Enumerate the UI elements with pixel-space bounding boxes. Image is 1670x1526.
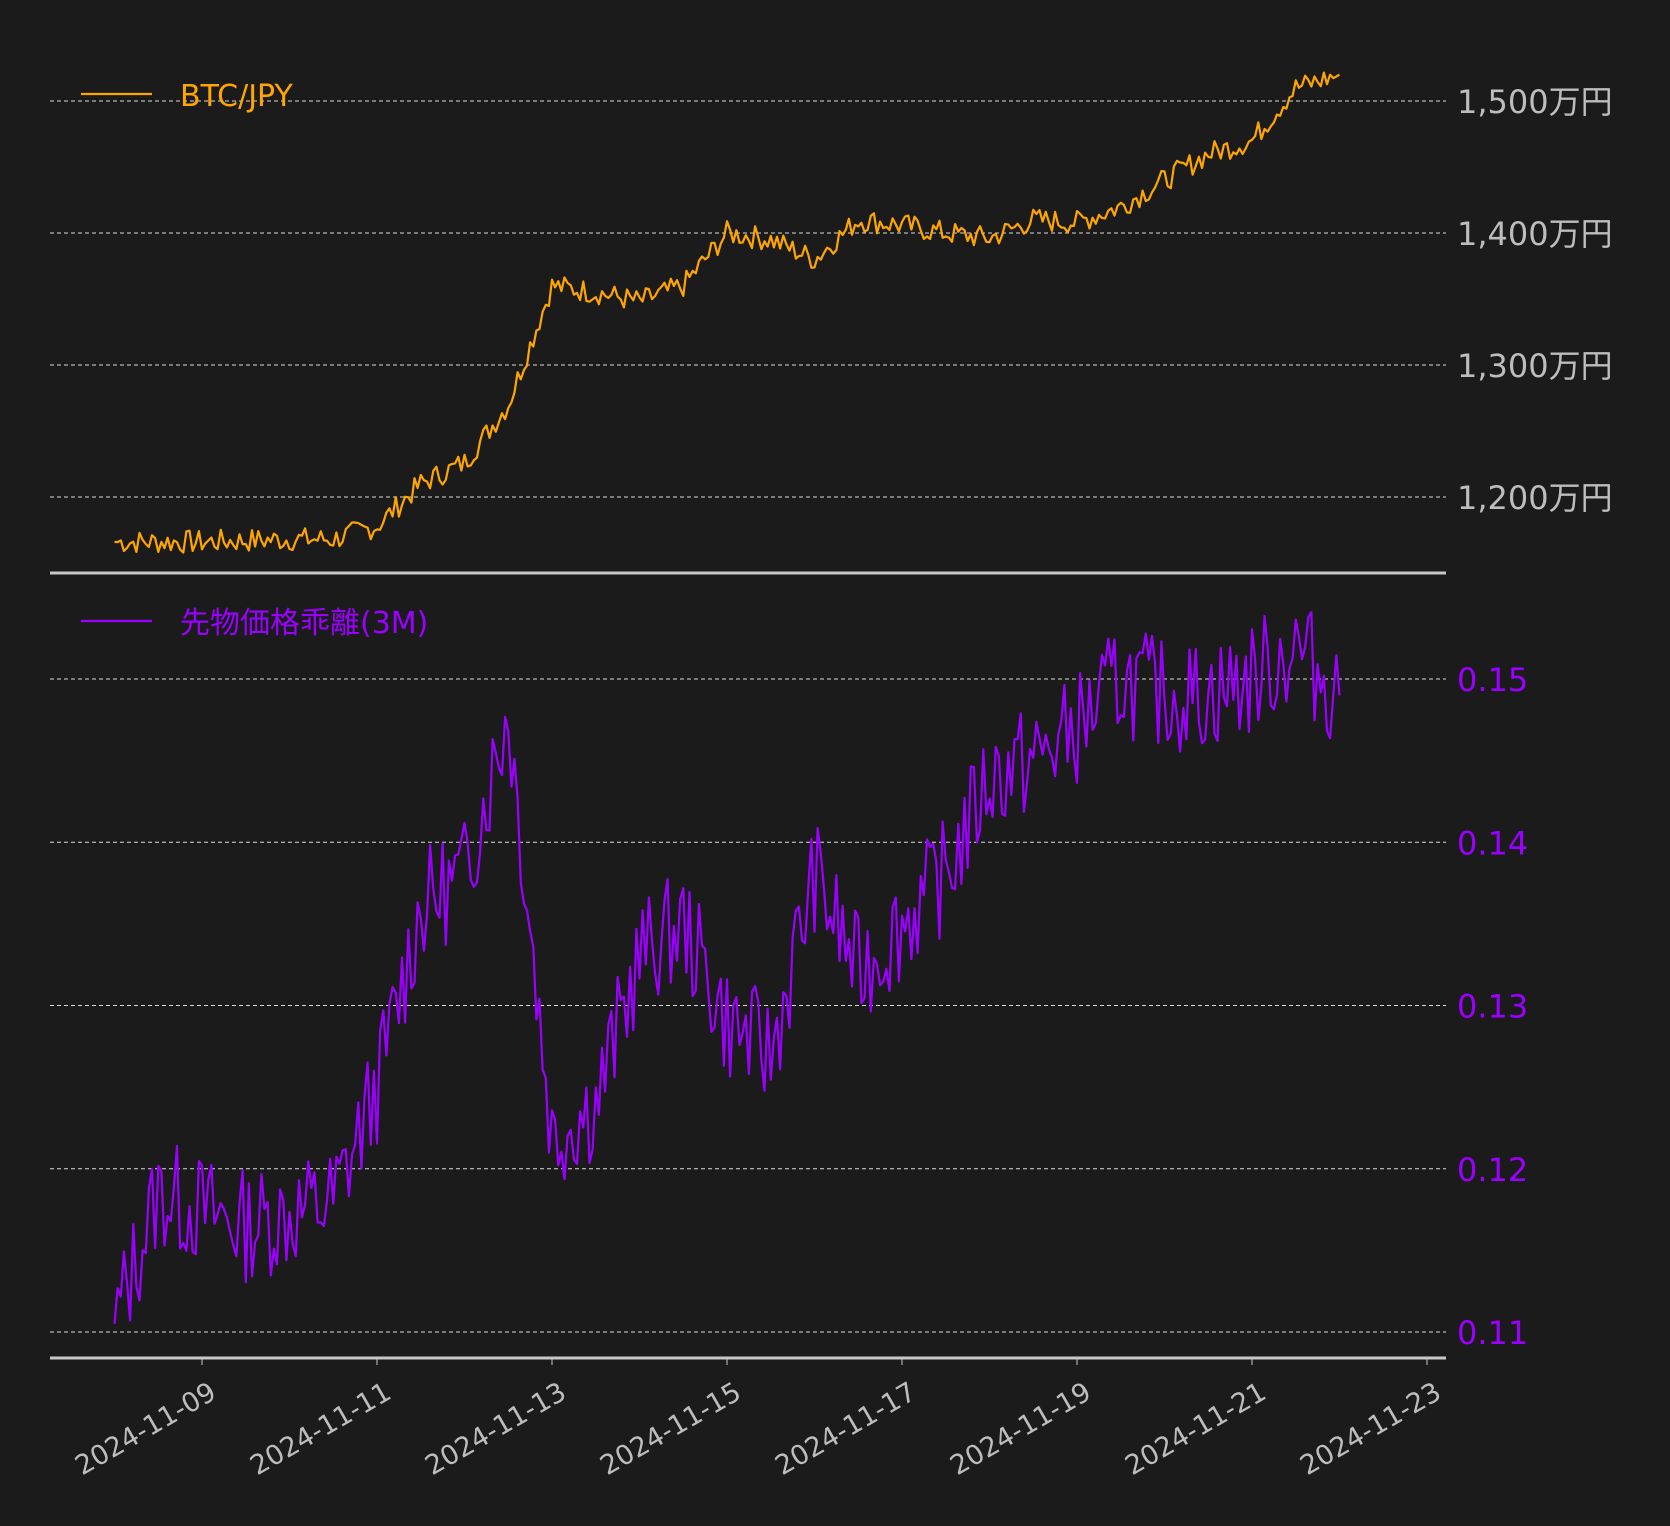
y-tick-label: 0.11: [1457, 1314, 1528, 1352]
y-tick-label: 0.15: [1457, 661, 1528, 699]
bottom-gridlines: [50, 678, 1446, 1333]
bottom-legend: 先物価格乖離(3M): [81, 606, 428, 641]
top-legend: BTC/JPY: [81, 79, 293, 114]
top-gridlines: [50, 100, 1446, 498]
bottom-y-axis-ticks: 0.11 0.12 0.13 0.14 0.15: [1457, 661, 1528, 1352]
y-tick-label: 0.13: [1457, 988, 1528, 1026]
legend-label-btc: BTC/JPY: [180, 79, 293, 114]
legend-label-spread: 先物価格乖離(3M): [180, 606, 428, 641]
y-tick-label: 1,200万円: [1457, 479, 1613, 517]
btc-jpy-line: [114, 71, 1341, 554]
futures-spread-line: [113, 611, 1341, 1324]
top-y-axis-ticks: 1,200万円 1,300万円 1,400万円 1,500万円: [1457, 83, 1613, 517]
y-tick-label: 1,300万円: [1457, 347, 1613, 385]
y-tick-label: 1,400万円: [1457, 215, 1613, 253]
y-tick-label: 0.12: [1457, 1151, 1528, 1189]
top-panel-btc-jpy: 1,200万円 1,300万円 1,400万円 1,500万円 BTC/JPY: [50, 71, 1613, 575]
y-tick-label: 1,500万円: [1457, 83, 1613, 121]
y-tick-label: 0.14: [1457, 824, 1528, 862]
